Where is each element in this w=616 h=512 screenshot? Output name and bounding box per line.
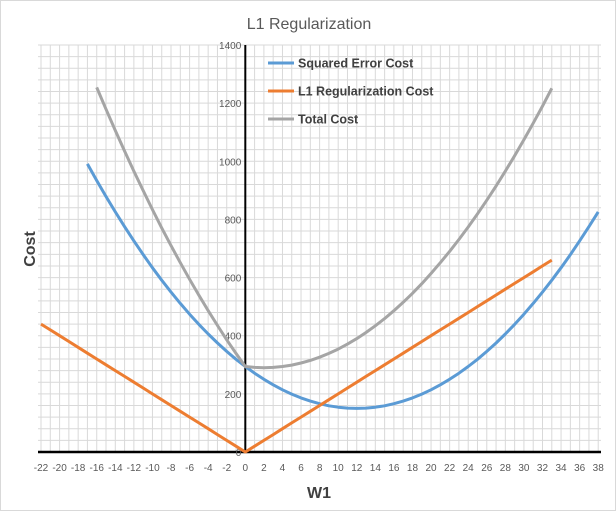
x-tick-label: -22 [34,463,49,474]
x-tick-label: 6 [298,463,304,474]
x-tick-label: -20 [52,463,67,474]
legend-label: Total Cost [298,113,359,127]
grid [38,44,601,453]
chart-title: L1 Regularization [247,16,372,33]
axes [38,45,601,454]
x-tick-label: 30 [518,463,530,474]
y-tick-label: 600 [225,274,242,285]
x-tick-label: -10 [145,463,160,474]
x-tick-label: -6 [185,463,194,474]
x-tick-label: -16 [89,463,104,474]
tick-labels: -22 -20 -18 -16 -14 -12 -10 -8 -6 -4 -2 0 2 4 6 8 10 12 14… [34,41,604,474]
x-tick-label: -4 [204,463,213,474]
x-tick-label: 18 [407,463,419,474]
x-tick-label: -14 [108,463,123,474]
series-lines [40,86,600,454]
y-tick-label: 200 [225,390,242,401]
x-tick-label: -2 [222,463,231,474]
y-tick-label: 1000 [219,157,242,168]
x-tick-label: 26 [481,463,493,474]
x-tick-label: 34 [556,463,568,474]
x-tick-label: -8 [167,463,176,474]
x-tick-label: 32 [537,463,549,474]
x-tick-label: -18 [71,463,86,474]
y-tick-label: 1200 [219,99,242,110]
series-line-l1-regularization-cost [40,258,553,454]
y-tick-label: 400 [225,332,242,343]
x-tick-label: 38 [593,463,605,474]
x-tick-label: 8 [317,463,323,474]
legend-label: Squared Error Cost [298,57,414,71]
y-tick-label: 0 [236,448,242,459]
x-tick-label: 16 [388,463,400,474]
x-tick-label: 22 [444,463,456,474]
x-tick-label: 4 [280,463,286,474]
x-tick-label: 0 [243,463,249,474]
x-axis-label: W1 [307,485,331,502]
x-tick-label: 20 [425,463,437,474]
x-tick-label: 14 [370,463,382,474]
x-tick-label: 10 [333,463,345,474]
x-tick-label: 36 [574,463,586,474]
legend: Squared Error Cost L1 Regularization Cost… [268,57,434,127]
y-tick-label: 1400 [219,41,242,52]
x-tick-label: 2 [261,463,267,474]
legend-label: L1 Regularization Cost [298,85,434,99]
x-tick-label: -12 [127,463,142,474]
series-line-squared-error-cost [86,163,600,410]
y-axis-label: Cost [22,231,39,267]
x-tick-label: 12 [351,463,363,474]
y-tick-label: 800 [225,215,242,226]
x-tick-label: 24 [463,463,475,474]
series-line-total-cost [95,86,554,370]
x-tick-label: 28 [500,463,512,474]
